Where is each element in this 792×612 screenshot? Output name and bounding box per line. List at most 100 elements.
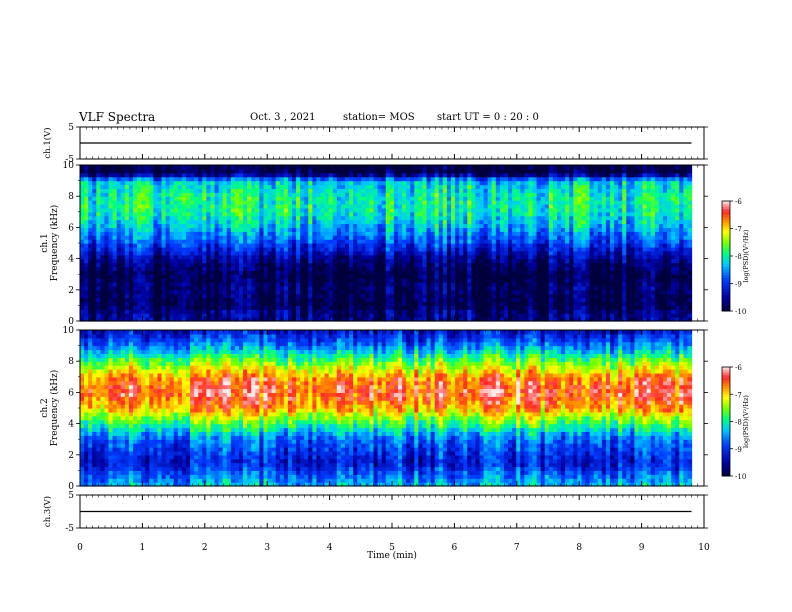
- spectrogram-cell: [446, 231, 452, 236]
- spectrogram-cell: [328, 262, 334, 267]
- spectrogram-cell: [169, 305, 175, 310]
- spectrogram-cell: [332, 246, 338, 252]
- spectrogram-cell: [357, 258, 362, 264]
- spectrogram-cell: [499, 231, 505, 236]
- spectrogram-cell: [422, 293, 428, 299]
- spectrogram-cell: [524, 207, 530, 213]
- spectrogram-cell: [100, 204, 106, 209]
- spectrogram-cell: [365, 172, 371, 178]
- spectrogram-cell: [561, 176, 566, 182]
- spectrogram-cell: [104, 223, 110, 228]
- spectrogram-cell: [120, 184, 126, 189]
- spectrogram-cell: [177, 243, 183, 248]
- spectrogram-cell: [194, 270, 199, 275]
- spectrogram-cell: [255, 223, 260, 228]
- spectrogram-cell: [561, 313, 566, 318]
- spectrogram-cell: [373, 305, 379, 310]
- spectrogram-cell: [406, 262, 411, 267]
- spectrogram-cell: [190, 293, 195, 299]
- spectrogram-cell: [137, 239, 142, 244]
- spectrogram-cell: [512, 317, 517, 322]
- spectrogram-cell: [512, 168, 517, 174]
- spectrogram-cell: [475, 266, 481, 271]
- spectrogram-cell: [153, 231, 159, 236]
- spectrogram-cell: [149, 297, 154, 303]
- spectrogram-cell: [532, 227, 538, 232]
- spectrogram-cell: [499, 239, 505, 244]
- spectrogram-cell: [145, 243, 150, 248]
- spectrogram-cell: [222, 165, 228, 170]
- spectrogram-cell: [426, 313, 432, 318]
- spectrogram-cell: [251, 313, 256, 318]
- spectrogram-cell: [218, 266, 224, 271]
- spectrogram-cell: [397, 282, 403, 287]
- spectrogram-cell: [491, 188, 497, 193]
- spectrogram-cell: [556, 285, 562, 291]
- spectrogram-cell: [402, 176, 407, 182]
- spectrogram-cell: [479, 274, 485, 279]
- spectrogram-cell: [149, 313, 154, 318]
- spectrogram-cell: [145, 282, 150, 287]
- spectrogram-cell: [402, 192, 407, 197]
- spectrogram-cell: [369, 278, 375, 283]
- spectrogram-cell: [202, 192, 207, 197]
- spectrogram-cell: [296, 172, 301, 178]
- spectrogram-cell: [516, 207, 521, 213]
- spectrogram-cell: [328, 274, 334, 279]
- spectrogram-cell: [165, 239, 171, 244]
- spectrogram-cell: [198, 266, 203, 271]
- spectrogram-cell: [145, 204, 150, 209]
- spectrogram-cell: [222, 266, 228, 271]
- spectrogram-cell: [512, 262, 517, 267]
- spectrogram-cell: [312, 211, 318, 217]
- spectrogram-cell: [467, 235, 472, 240]
- spectrogram-cell: [332, 207, 338, 213]
- spectrogram-cell: [328, 239, 334, 244]
- spectrogram-cell: [520, 270, 525, 275]
- spectrogram-cell: [471, 282, 477, 287]
- spectrogram-cell: [247, 204, 252, 209]
- spectrogram-cell: [263, 317, 269, 322]
- spectrogram-cell: [161, 223, 167, 228]
- spectrogram-cell: [165, 188, 171, 193]
- spectrogram-cell: [548, 293, 554, 299]
- spectrogram-cell: [194, 285, 199, 291]
- spectrogram-cell: [112, 246, 118, 252]
- spectrogram-cell: [128, 196, 134, 201]
- spectrogram-cell: [234, 188, 240, 193]
- spectrogram-cell: [556, 204, 562, 209]
- spectrogram-cell: [165, 231, 171, 236]
- spectrogram-cell: [226, 278, 232, 283]
- spectrogram-cell: [312, 196, 318, 201]
- spectrogram-cell: [365, 317, 371, 322]
- spectrogram-cell: [459, 254, 464, 260]
- spectrogram-cell: [556, 172, 562, 178]
- spectrogram-cell: [308, 188, 313, 193]
- spectrogram-cell: [471, 274, 477, 279]
- spectrogram-cell: [80, 278, 85, 283]
- spectrogram-cell: [552, 211, 558, 217]
- spectrogram-cell: [214, 219, 220, 225]
- spectrogram-cell: [177, 207, 183, 213]
- spectrogram-cell: [397, 246, 403, 252]
- spectrogram-cell: [84, 243, 89, 248]
- spectrogram-cell: [271, 200, 277, 205]
- spectrogram-cell: [88, 231, 93, 236]
- spectrogram-cell: [283, 227, 289, 232]
- spectrogram-cell: [153, 297, 159, 303]
- spectrogram-cell: [108, 305, 114, 310]
- spectrogram-cell: [259, 301, 265, 306]
- spectrogram-cell: [320, 200, 326, 205]
- spectrogram-cell: [202, 231, 207, 236]
- spectrogram-cell: [516, 266, 521, 271]
- spectrogram-cell: [544, 219, 550, 225]
- spectrogram-cell: [181, 313, 187, 318]
- spectrogram-cell: [434, 200, 440, 205]
- spectrogram-cell: [520, 196, 525, 201]
- spectrogram-cell: [88, 313, 93, 318]
- spectrogram-cell: [133, 258, 138, 264]
- spectrogram-cell: [324, 289, 330, 295]
- spectrogram-cell: [459, 200, 464, 205]
- spectrogram-cell: [434, 305, 440, 310]
- spectrogram-cell: [406, 196, 411, 201]
